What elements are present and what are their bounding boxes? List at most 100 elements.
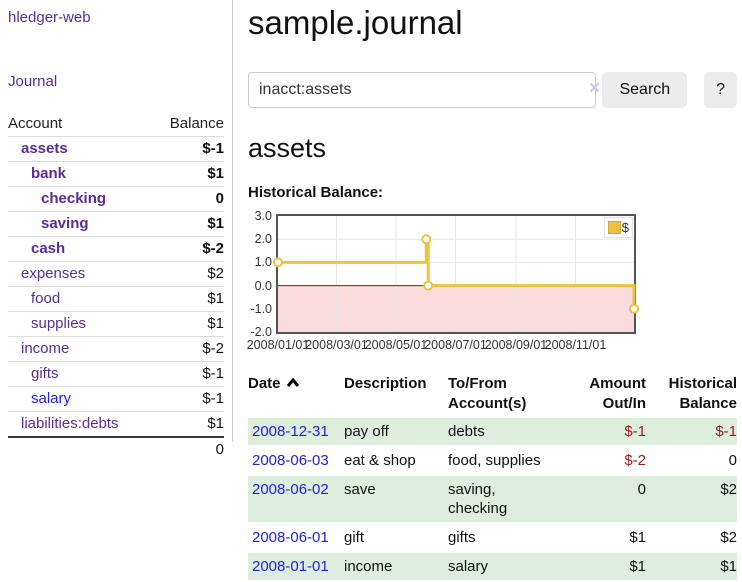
table-row: gifts $-1 — [8, 361, 224, 387]
transaction-row: 2008-12-31 pay off debts $-1 $-1 — [248, 418, 737, 445]
transaction-row: 2008-01-01 income salary $1 $1 — [248, 553, 737, 580]
account-balance: $1 — [152, 161, 224, 187]
transaction-description: pay off — [344, 418, 448, 445]
search-button[interactable]: Search — [602, 72, 688, 108]
description-column-header: Description — [344, 375, 427, 392]
x-axis-tick-label: 2008/09/01 — [484, 338, 548, 352]
sidebar-account-supplies[interactable]: supplies — [31, 315, 87, 332]
transaction-balance: $2 — [720, 529, 737, 546]
table-row: assets $-1 — [8, 136, 224, 162]
brand: hledger-web — [8, 9, 224, 27]
account-balance: $2 — [152, 261, 224, 287]
transaction-date-link[interactable]: 2008-06-03 — [252, 452, 329, 469]
search-input[interactable] — [248, 72, 597, 108]
x-axis-tick-label: 2008/05/01 — [364, 338, 428, 352]
help-button[interactable]: ? — [704, 72, 737, 108]
search-form: × Search ? — [248, 72, 737, 108]
transaction-accounts: food, supplies — [448, 452, 541, 469]
transaction-description: eat & shop — [344, 452, 416, 469]
transaction-accounts: debts — [448, 418, 572, 445]
transaction-date-link[interactable]: 2008-06-02 — [252, 481, 329, 498]
accounts-total-row: 0 — [8, 436, 224, 462]
transaction-description: gift — [344, 529, 365, 546]
sort-ascending-icon — [286, 374, 300, 394]
account-balance: $1 — [152, 411, 224, 437]
sidebar-account-gifts[interactable]: gifts — [31, 365, 59, 382]
x-axis-tick-label: 2008/11/01 — [544, 338, 607, 352]
accounts-total: 0 — [152, 436, 224, 462]
sidebar-account-salary[interactable]: salary — [31, 390, 72, 407]
table-row: saving $1 — [8, 211, 224, 237]
balance-line-chart — [273, 216, 639, 332]
account-balance: $-1 — [152, 361, 224, 387]
table-row: expenses $2 — [8, 261, 224, 287]
transaction-amount: 0 — [572, 476, 646, 522]
transaction-date-link[interactable]: 2008-12-31 — [252, 423, 329, 440]
transaction-date-link[interactable]: 2008-06-01 — [252, 529, 329, 546]
sidebar-account-cash[interactable]: cash — [31, 240, 66, 257]
x-axis-tick-label: 2008/07/01 — [424, 338, 487, 352]
transaction-description: income — [344, 553, 448, 580]
series-swatch-icon — [607, 221, 621, 234]
legend-label: $ — [621, 220, 629, 235]
y-axis-tick-label: -2.0 — [250, 325, 272, 339]
sidebar-account-assets[interactable]: assets — [21, 140, 68, 157]
date-column-header[interactable]: Date — [248, 372, 344, 416]
sidebar-account-expenses[interactable]: expenses — [21, 265, 86, 282]
page-title: sample.journal — [248, 4, 463, 41]
amount-column-header: Amount Out/In — [589, 375, 646, 412]
register-header-row: Date Description To/From Account(s) Amou… — [248, 372, 737, 416]
chart-legend: $ — [603, 217, 633, 238]
transaction-balance: 0 — [728, 452, 737, 469]
transaction-amount: $1 — [629, 529, 646, 546]
transaction-accounts: gifts — [448, 529, 476, 546]
accounts-column-header: To/From Account(s) — [448, 375, 527, 412]
transaction-description: save — [344, 476, 448, 522]
sidebar-account-bank[interactable]: bank — [31, 165, 67, 182]
sidebar-account-income[interactable]: income — [21, 340, 70, 357]
balance-column-header: Historical Balance — [668, 375, 737, 412]
register-table: Date Description To/From Account(s) Amou… — [248, 370, 737, 582]
date-header-label: Date — [248, 375, 281, 392]
table-row: food $1 — [8, 286, 224, 312]
transaction-amount: $-1 — [572, 418, 646, 445]
table-row: bank $1 — [8, 161, 224, 187]
historical-balance-chart: 3.0 2.0 1.0 0.0 -1.0 -2.0 $ 2008/01/01 2008/03… — [247, 208, 737, 358]
brand-link[interactable]: hledger-web — [8, 9, 91, 26]
transaction-amount: $-2 — [624, 452, 646, 469]
clear-search-icon[interactable]: × — [589, 78, 601, 99]
sidebar-account-food[interactable]: food — [31, 290, 61, 307]
account-balance: $1 — [152, 211, 224, 237]
account-balance: $-2 — [152, 336, 224, 362]
transaction-date-link[interactable]: 2008-01-01 — [252, 558, 329, 575]
account-balance: $-1 — [152, 386, 224, 412]
transaction-row: 2008-06-01 gift gifts $1 $2 — [248, 524, 737, 551]
sidebar-account-saving[interactable]: saving — [41, 215, 89, 232]
sidebar-account-liabilities-debts[interactable]: liabilities:debts — [21, 415, 119, 432]
sidebar-account-checking[interactable]: checking — [41, 190, 107, 207]
account-heading: assets — [248, 133, 327, 163]
y-axis-tick-label: -1.0 — [250, 301, 272, 316]
transaction-row: 2008-06-02 save saving, checking 0 $2 — [248, 476, 737, 522]
transaction-balance: $-1 — [646, 418, 737, 445]
table-row: income $-2 — [8, 336, 224, 362]
account-column-header: Account — [8, 115, 63, 132]
accounts-table: Account Balance assets $-1 bank $1 check… — [8, 112, 224, 462]
main-content: sample.journal × Search ? assets Histori… — [247, 0, 737, 582]
account-balance: $-1 — [152, 136, 224, 162]
x-axis-tick-label: 2008/03/01 — [305, 338, 368, 352]
account-balance: 0 — [152, 186, 224, 212]
account-balance: $1 — [152, 286, 224, 312]
chart-plot-area: $ — [273, 214, 639, 334]
y-axis-tick-label: 3.0 — [254, 209, 272, 223]
accounts-table-header: Account Balance — [8, 112, 224, 137]
y-axis-tick-label: 0.0 — [254, 278, 272, 293]
sidebar-item-journal[interactable]: Journal — [8, 73, 58, 90]
table-row: cash $-2 — [8, 236, 224, 262]
account-balance: $-2 — [152, 236, 224, 262]
transaction-row: 2008-06-03 eat & shop food, supplies $-2… — [248, 447, 737, 474]
table-row: checking 0 — [8, 186, 224, 212]
table-row: salary $-1 — [8, 386, 224, 412]
transaction-amount: $1 — [572, 553, 646, 580]
transaction-balance: $2 — [646, 476, 737, 522]
